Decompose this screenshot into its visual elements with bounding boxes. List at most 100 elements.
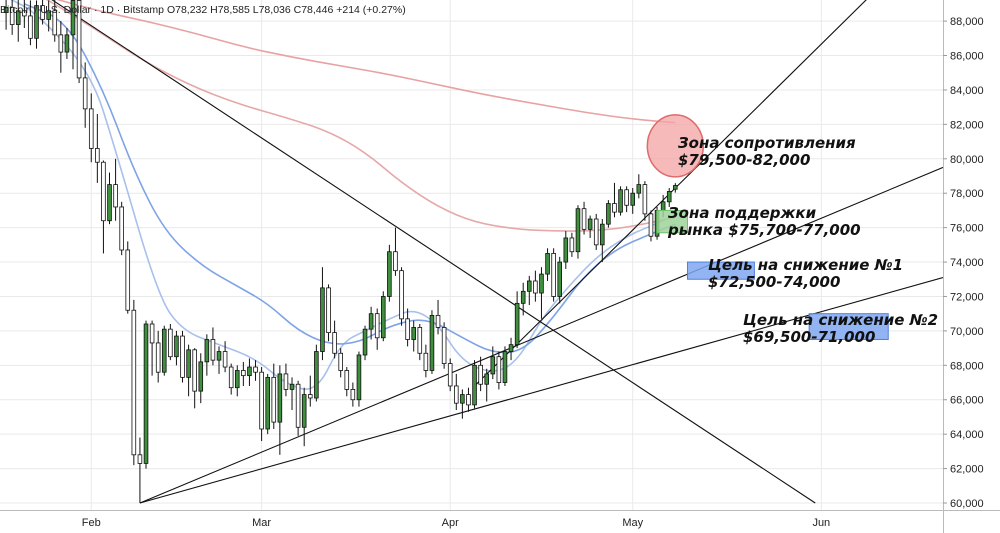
candle-body	[180, 335, 185, 378]
candle-body	[301, 394, 307, 428]
candle-body	[569, 237, 575, 253]
candle-body	[137, 454, 143, 464]
candle	[478, 356, 483, 392]
candle	[9, 0, 15, 35]
chart-header: Bitcoin / U.S. Dollar · 1D · Bitstamp O7…	[0, 4, 406, 16]
candle-body	[600, 223, 605, 246]
candle	[283, 363, 289, 397]
target2-zone	[808, 313, 889, 340]
candle-body	[399, 270, 404, 320]
candle	[307, 375, 313, 407]
resistance-zone	[646, 114, 705, 178]
candle	[496, 351, 502, 390]
candle-body	[545, 253, 550, 275]
candle	[405, 308, 410, 347]
candle-body	[563, 237, 569, 263]
candle	[180, 330, 185, 383]
candle	[247, 358, 252, 386]
candle	[95, 114, 100, 183]
interval-label[interactable]: 1D	[100, 4, 114, 16]
candle-body	[76, 0, 82, 79]
candle-body	[393, 251, 398, 272]
candle	[234, 365, 240, 397]
candle-body	[593, 218, 599, 246]
candle-body	[557, 261, 563, 297]
y-tick-label: 68,000	[950, 360, 984, 372]
candle	[52, 0, 58, 42]
candle	[368, 306, 374, 340]
candle-body	[527, 280, 532, 292]
candle	[216, 346, 222, 374]
candle	[344, 367, 350, 397]
candle-body	[332, 332, 337, 354]
candle	[484, 368, 489, 402]
candle	[277, 365, 283, 455]
candle-body	[350, 389, 356, 401]
candle	[265, 373, 270, 435]
candle	[192, 348, 197, 409]
candle	[441, 322, 447, 369]
candle	[600, 219, 605, 263]
candle	[137, 437, 143, 503]
support-annotation: Зона поддержки рынка $75,700-77,000	[668, 204, 861, 239]
candle-body	[642, 184, 648, 215]
candle-body	[581, 208, 587, 230]
candle-body	[277, 373, 283, 423]
candle	[527, 275, 532, 306]
candle	[326, 284, 331, 342]
candle-body	[551, 253, 556, 297]
candle-body	[271, 376, 277, 423]
support-zone	[656, 209, 688, 234]
candle	[119, 201, 124, 256]
candle-body	[28, 15, 33, 39]
x-tick-label: Mar	[252, 517, 271, 529]
candle	[557, 256, 563, 304]
target1-zone	[686, 261, 755, 280]
candle	[380, 291, 386, 342]
candle	[350, 382, 356, 407]
candle	[295, 380, 301, 436]
candle-body	[320, 287, 325, 352]
candle-body	[514, 302, 520, 346]
candle-body	[161, 328, 167, 373]
candle-body	[648, 213, 654, 237]
candle-body	[58, 34, 64, 53]
candle-body	[283, 373, 289, 390]
candle	[210, 327, 216, 366]
x-tick-label: Jun	[812, 517, 830, 529]
candle-body	[192, 349, 197, 392]
candle-body	[307, 394, 313, 399]
candle-body	[82, 77, 88, 110]
candle	[673, 183, 678, 193]
candle	[563, 231, 569, 269]
candle-body	[417, 327, 423, 354]
candle-body	[405, 318, 410, 340]
y-tick-label: 62,000	[950, 464, 984, 476]
candle	[593, 213, 599, 250]
candlesticks	[3, 0, 678, 503]
candle	[502, 346, 508, 386]
candle	[155, 330, 161, 383]
candle	[447, 358, 453, 392]
candle-body	[3, 6, 9, 13]
candle-body	[673, 185, 678, 190]
candle	[174, 330, 179, 366]
y-tick-label: 78,000	[950, 188, 984, 200]
y-tick-label: 80,000	[950, 154, 984, 166]
candle-body	[356, 354, 362, 401]
candle	[259, 367, 264, 442]
candle	[113, 158, 118, 221]
candle-body	[441, 327, 447, 364]
candle	[320, 267, 325, 361]
candle-body	[131, 309, 137, 456]
candle	[417, 324, 423, 361]
candle	[618, 186, 623, 216]
y-tick-label: 66,000	[950, 395, 984, 407]
candle	[332, 320, 337, 359]
candle	[581, 201, 587, 235]
candle-body	[22, 10, 27, 17]
grid-lines	[0, 0, 943, 510]
candle	[460, 389, 465, 419]
